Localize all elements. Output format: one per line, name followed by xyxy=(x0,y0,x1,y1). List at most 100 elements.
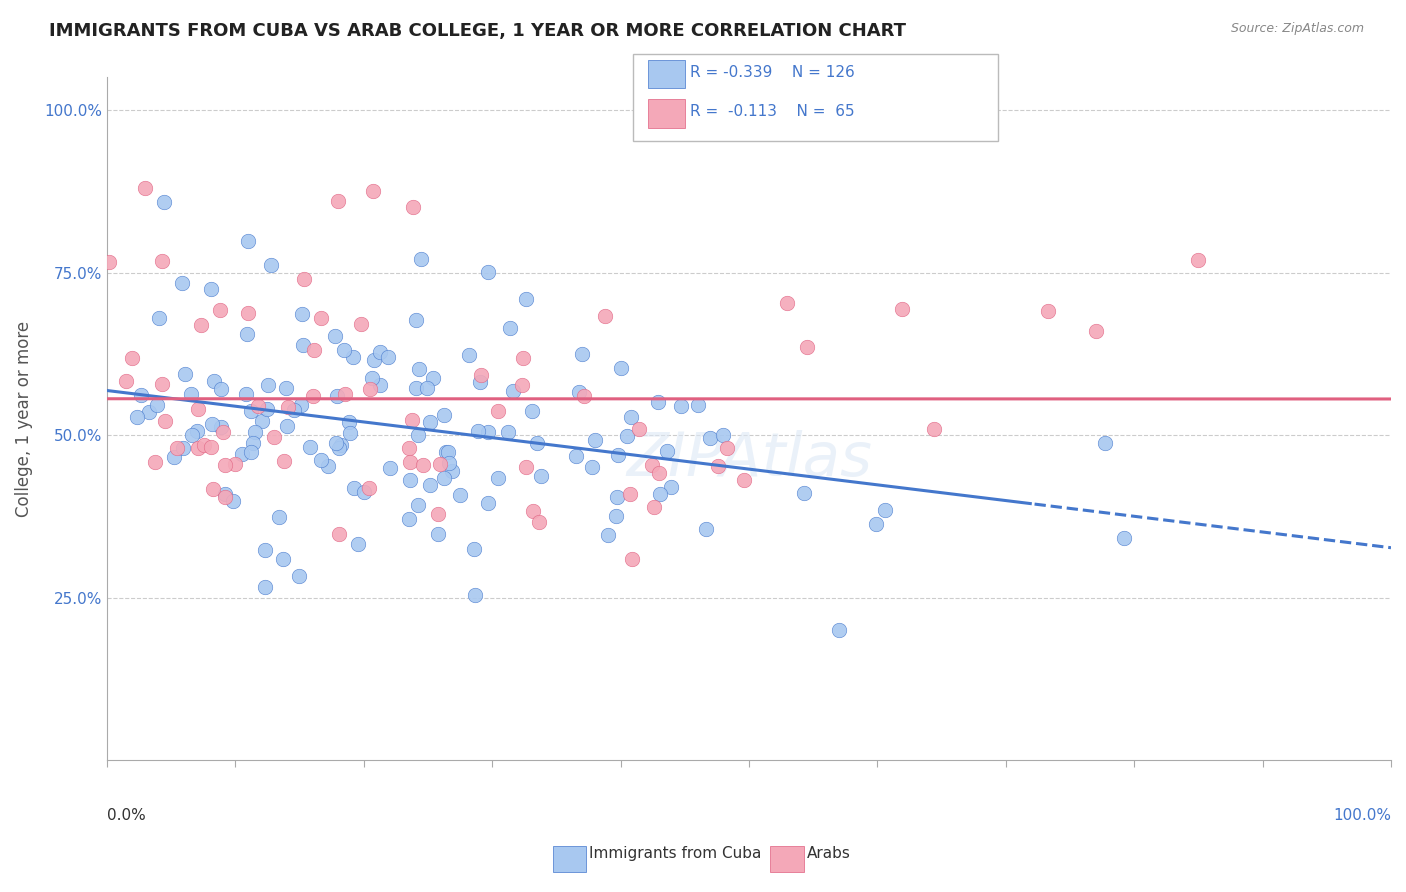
Point xyxy=(190,318,212,333)
Point xyxy=(253,580,276,594)
Point xyxy=(606,490,628,504)
Point xyxy=(522,504,544,518)
Point xyxy=(276,419,298,434)
Point xyxy=(1085,325,1108,339)
Point xyxy=(793,486,815,500)
Point xyxy=(716,441,738,455)
Point xyxy=(121,351,143,366)
Text: IMMIGRANTS FROM CUBA VS ARAB COLLEGE, 1 YEAR OR MORE CORRELATION CHART: IMMIGRANTS FROM CUBA VS ARAB COLLEGE, 1 … xyxy=(49,22,907,40)
Point xyxy=(1112,531,1135,545)
Point xyxy=(273,454,295,468)
Point xyxy=(339,426,361,441)
Point xyxy=(214,458,236,472)
Point xyxy=(619,487,641,501)
Point xyxy=(1094,436,1116,450)
Point xyxy=(527,515,550,529)
Point xyxy=(433,408,456,422)
Point xyxy=(187,441,209,455)
Point xyxy=(572,389,595,403)
Point xyxy=(328,441,350,455)
Point xyxy=(669,400,692,414)
Point xyxy=(236,327,259,342)
Point xyxy=(222,494,245,508)
Point xyxy=(271,551,294,566)
Point xyxy=(401,412,423,426)
Point xyxy=(565,449,588,463)
Point xyxy=(398,511,420,525)
Point xyxy=(427,526,450,541)
Text: Immigrants from Cuba: Immigrants from Cuba xyxy=(589,847,762,861)
Point xyxy=(616,428,638,442)
Point xyxy=(134,181,156,195)
Point xyxy=(419,478,441,492)
Point xyxy=(242,436,264,450)
Point xyxy=(399,474,422,488)
Point xyxy=(236,305,259,319)
Point xyxy=(405,312,427,326)
Point xyxy=(330,438,353,452)
Point xyxy=(145,454,167,468)
Point xyxy=(214,490,236,504)
Point xyxy=(496,425,519,440)
Point xyxy=(621,552,644,566)
Point xyxy=(411,252,433,267)
Point xyxy=(437,456,460,470)
Point xyxy=(155,414,177,428)
Point xyxy=(686,398,709,412)
Point xyxy=(200,417,222,431)
Point xyxy=(302,343,325,357)
Point xyxy=(796,341,818,355)
Point xyxy=(865,516,887,531)
Point xyxy=(648,466,671,480)
Point xyxy=(571,347,593,361)
Point xyxy=(477,496,499,510)
Point xyxy=(187,401,209,416)
Point xyxy=(283,402,305,417)
Point xyxy=(406,428,429,442)
Point xyxy=(245,425,267,439)
Point xyxy=(292,338,315,352)
Point xyxy=(353,485,375,500)
Text: R = -0.339    N = 126: R = -0.339 N = 126 xyxy=(690,65,855,80)
Point xyxy=(260,258,283,272)
Point xyxy=(512,351,534,366)
Point xyxy=(125,410,148,425)
Point xyxy=(515,459,537,474)
Point xyxy=(202,375,225,389)
Point xyxy=(115,375,138,389)
Point xyxy=(606,448,628,462)
Point xyxy=(707,459,730,474)
Point xyxy=(323,329,346,343)
Point xyxy=(463,542,485,557)
Point xyxy=(200,282,222,296)
Point xyxy=(357,482,380,496)
Point xyxy=(596,528,619,542)
Point xyxy=(733,473,755,487)
Point xyxy=(236,234,259,248)
Point xyxy=(200,440,222,454)
Point xyxy=(347,537,370,551)
Point xyxy=(224,457,246,471)
Point xyxy=(170,276,193,290)
Point xyxy=(520,404,543,418)
Point xyxy=(363,352,385,367)
Point xyxy=(581,459,603,474)
Point xyxy=(415,381,437,395)
Point xyxy=(641,458,664,473)
Point xyxy=(605,508,627,523)
Text: 0.0%: 0.0% xyxy=(107,808,146,823)
Point xyxy=(464,588,486,602)
Point xyxy=(470,368,492,383)
Point xyxy=(325,435,347,450)
Point xyxy=(1036,304,1059,318)
Point xyxy=(477,425,499,439)
Point xyxy=(333,387,356,401)
Point xyxy=(515,292,537,306)
Point xyxy=(467,424,489,438)
Point xyxy=(276,380,298,394)
Point xyxy=(408,362,430,376)
Text: ZIPAtlas: ZIPAtlas xyxy=(626,431,872,490)
Point xyxy=(173,367,195,381)
Point xyxy=(186,424,208,438)
Point xyxy=(342,350,364,364)
